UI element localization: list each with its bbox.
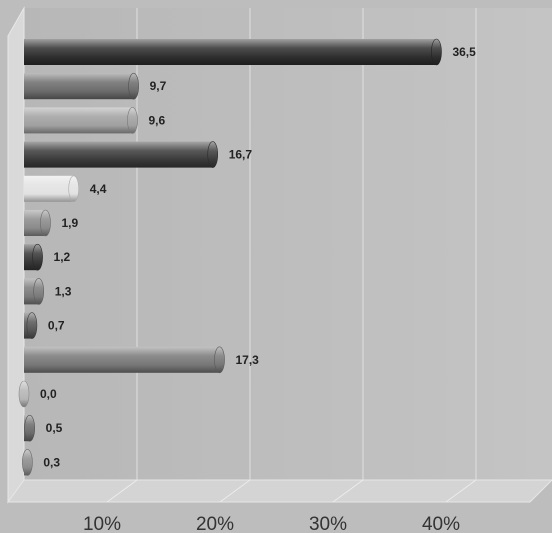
- floor-gridline: [106, 479, 138, 503]
- value-label: 9,6: [148, 113, 165, 127]
- bar-cap: [18, 380, 30, 408]
- x-tick-label: 40%: [422, 514, 460, 533]
- bar-cap: [431, 38, 442, 66]
- bar-cap: [24, 414, 35, 442]
- floor-gridline: [445, 479, 477, 503]
- value-label: 16,7: [229, 148, 253, 162]
- value-label: 1,2: [54, 250, 71, 264]
- bar-cap: [33, 278, 44, 305]
- value-label: 36,5: [452, 45, 476, 59]
- value-label: 0,3: [43, 455, 60, 469]
- bar-cap: [214, 346, 225, 374]
- bar-cap: [128, 72, 139, 100]
- x-axis-ticks: 10% 20% 30% 40%: [83, 514, 460, 533]
- bar-cap: [32, 243, 43, 271]
- bar: [24, 175, 74, 202]
- bar-cap: [26, 312, 38, 339]
- value-label: 0,0: [40, 387, 57, 401]
- value-label: 4,4: [90, 182, 107, 196]
- x-tick-label: 10%: [83, 514, 121, 533]
- value-labels: 36,5 9,7 9,6 16,7 4,4 1,9 1,2 1,3 0,7 17,3 0,0 0,5 0…: [40, 45, 476, 469]
- bar: [24, 73, 134, 100]
- side-wall: [7, 6, 25, 504]
- value-label: 1,9: [61, 216, 78, 230]
- value-label: 0,7: [48, 319, 65, 333]
- bars: [18, 38, 442, 476]
- value-label: 0,5: [46, 421, 63, 435]
- bar-cap: [68, 175, 80, 203]
- floor: [7, 479, 552, 503]
- bar: [24, 210, 46, 236]
- bar: [24, 141, 213, 168]
- bar-cap: [22, 449, 33, 476]
- x-tick-label: 30%: [309, 514, 347, 533]
- value-label: 17,3: [235, 353, 259, 367]
- bar: [24, 346, 220, 373]
- bar-cap: [40, 209, 51, 237]
- bar: [24, 107, 133, 134]
- value-label: 9,7: [150, 79, 167, 93]
- bar: [24, 39, 437, 65]
- x-tick-label: 20%: [196, 514, 234, 533]
- bar-cap: [127, 107, 138, 134]
- value-label: 1,3: [55, 284, 72, 298]
- floor-gridline: [219, 479, 251, 503]
- bar-cap: [207, 141, 219, 168]
- floor-gridline: [332, 479, 364, 503]
